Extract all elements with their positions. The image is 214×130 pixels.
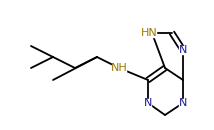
Text: N: N	[179, 45, 187, 55]
Text: N: N	[144, 98, 152, 108]
Bar	[180, 99, 186, 107]
Bar	[144, 99, 152, 107]
Text: NH: NH	[111, 63, 127, 73]
Bar	[142, 29, 156, 37]
Bar	[180, 46, 186, 54]
Text: HN: HN	[141, 28, 157, 38]
Bar	[112, 64, 126, 72]
Text: N: N	[179, 98, 187, 108]
